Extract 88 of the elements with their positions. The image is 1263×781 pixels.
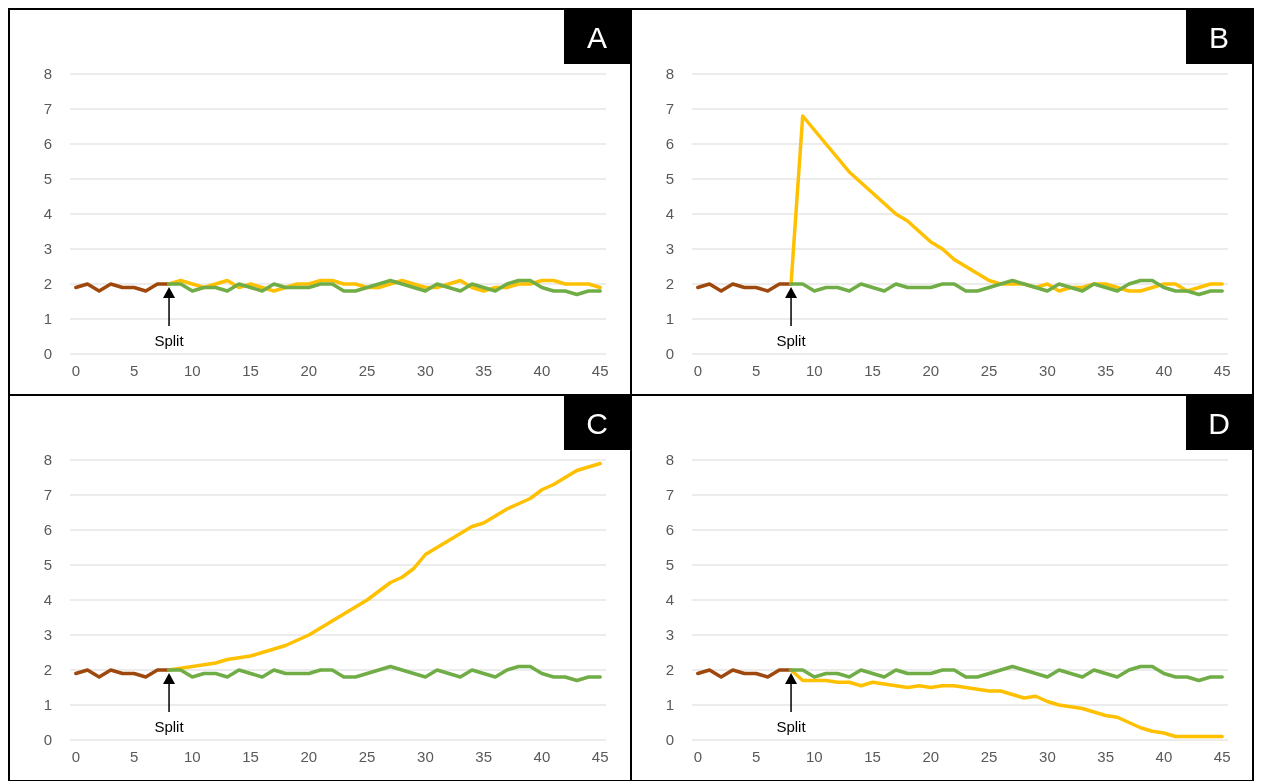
x-tick-label: 40 [533, 362, 551, 379]
x-tick-label: 25 [358, 748, 376, 765]
x-tick-label: 35 [475, 748, 492, 765]
x-tick-label: 0 [693, 362, 702, 379]
x-tick-label: 5 [751, 748, 761, 765]
x-tick-label: 30 [417, 362, 434, 379]
x-tick-label: 10 [806, 362, 823, 379]
annotation: Split [776, 718, 807, 735]
y-tick-label: 6 [43, 135, 52, 153]
x-tick-label: 20 [300, 748, 318, 765]
y-tick-label: 2 [43, 661, 52, 679]
line-series [789, 664, 1224, 683]
y-tick-label: 7 [43, 486, 52, 504]
y-tick-label: 0 [665, 345, 674, 363]
x-tick-label: 15 [242, 748, 259, 765]
y-tick-label: 3 [43, 240, 52, 258]
line-series [167, 664, 602, 683]
y-tick-label: 5 [43, 556, 52, 574]
y-tick-label: 3 [665, 626, 674, 644]
x-tick-label: 0 [71, 748, 80, 765]
y-tick-label: 7 [665, 100, 674, 118]
x-tick-label: 20 [300, 362, 318, 379]
x-tick-label: 30 [1039, 362, 1056, 379]
annotation: Split [154, 718, 185, 735]
x-tick-label: 45 [591, 748, 609, 765]
x-tick-label: 30 [417, 748, 434, 765]
y-tick-label: 2 [665, 661, 674, 679]
y-tick-label: 3 [43, 626, 52, 644]
x-tick-label: 35 [1097, 748, 1114, 765]
line-series [789, 278, 1224, 297]
y-tick-label: 6 [43, 521, 52, 539]
x-tick-label: 25 [980, 748, 998, 765]
x-tick-label: 20 [922, 362, 940, 379]
x-tick-label: 25 [980, 362, 998, 379]
y-tick-label: 8 [665, 451, 674, 469]
y-tick-label: 0 [665, 731, 674, 749]
x-tick-label: 45 [1213, 362, 1231, 379]
x-tick-label: 30 [1039, 748, 1056, 765]
x-tick-label: 0 [693, 748, 702, 765]
y-tick-label: 4 [43, 205, 52, 223]
chart-title: A [586, 20, 608, 54]
y-tick-label: 8 [43, 65, 52, 83]
y-tick-label: 3 [665, 240, 674, 258]
x-tick-label: 35 [475, 362, 492, 379]
y-tick-label: 5 [665, 170, 674, 188]
y-tick-label: 7 [43, 100, 52, 118]
x-tick-label: 10 [184, 362, 201, 379]
x-tick-label: 15 [864, 748, 881, 765]
x-tick-label: 5 [751, 362, 761, 379]
y-tick-label: 1 [43, 310, 52, 328]
y-tick-label: 1 [43, 696, 52, 714]
y-tick-label: 1 [665, 310, 674, 328]
chart-title: D [1208, 406, 1230, 440]
x-tick-label: 40 [1155, 362, 1173, 379]
x-tick-label: 5 [129, 362, 139, 379]
x-tick-label: 45 [1213, 748, 1231, 765]
y-tick-label: 7 [665, 486, 674, 504]
x-tick-label: 40 [533, 748, 551, 765]
y-tick-label: 6 [665, 521, 674, 539]
y-tick-label: 2 [43, 275, 52, 293]
y-tick-label: 0 [43, 731, 52, 749]
line-series [167, 278, 602, 297]
chart-title: B [1208, 20, 1230, 54]
x-tick-label: 25 [358, 362, 376, 379]
x-tick-label: 15 [864, 362, 881, 379]
y-tick-label: 0 [43, 345, 52, 363]
y-tick-label: 2 [665, 275, 674, 293]
x-tick-label: 45 [591, 362, 609, 379]
annotation: Split [154, 332, 185, 349]
y-tick-label: 5 [665, 556, 674, 574]
y-tick-label: 4 [665, 591, 674, 609]
x-tick-label: 0 [71, 362, 80, 379]
x-tick-label: 20 [922, 748, 940, 765]
x-tick-label: 10 [184, 748, 201, 765]
y-tick-label: 6 [665, 135, 674, 153]
y-tick-label: 1 [665, 696, 674, 714]
annotation: Split [776, 332, 807, 349]
x-tick-label: 40 [1155, 748, 1173, 765]
y-tick-label: 4 [665, 205, 674, 223]
x-tick-label: 5 [129, 748, 139, 765]
y-tick-label: 8 [43, 451, 52, 469]
x-tick-label: 10 [806, 748, 823, 765]
y-tick-label: 5 [43, 170, 52, 188]
y-tick-label: 8 [665, 65, 674, 83]
chart-title: C [586, 406, 608, 440]
y-tick-label: 4 [43, 591, 52, 609]
x-tick-label: 35 [1097, 362, 1114, 379]
x-tick-label: 15 [242, 362, 259, 379]
